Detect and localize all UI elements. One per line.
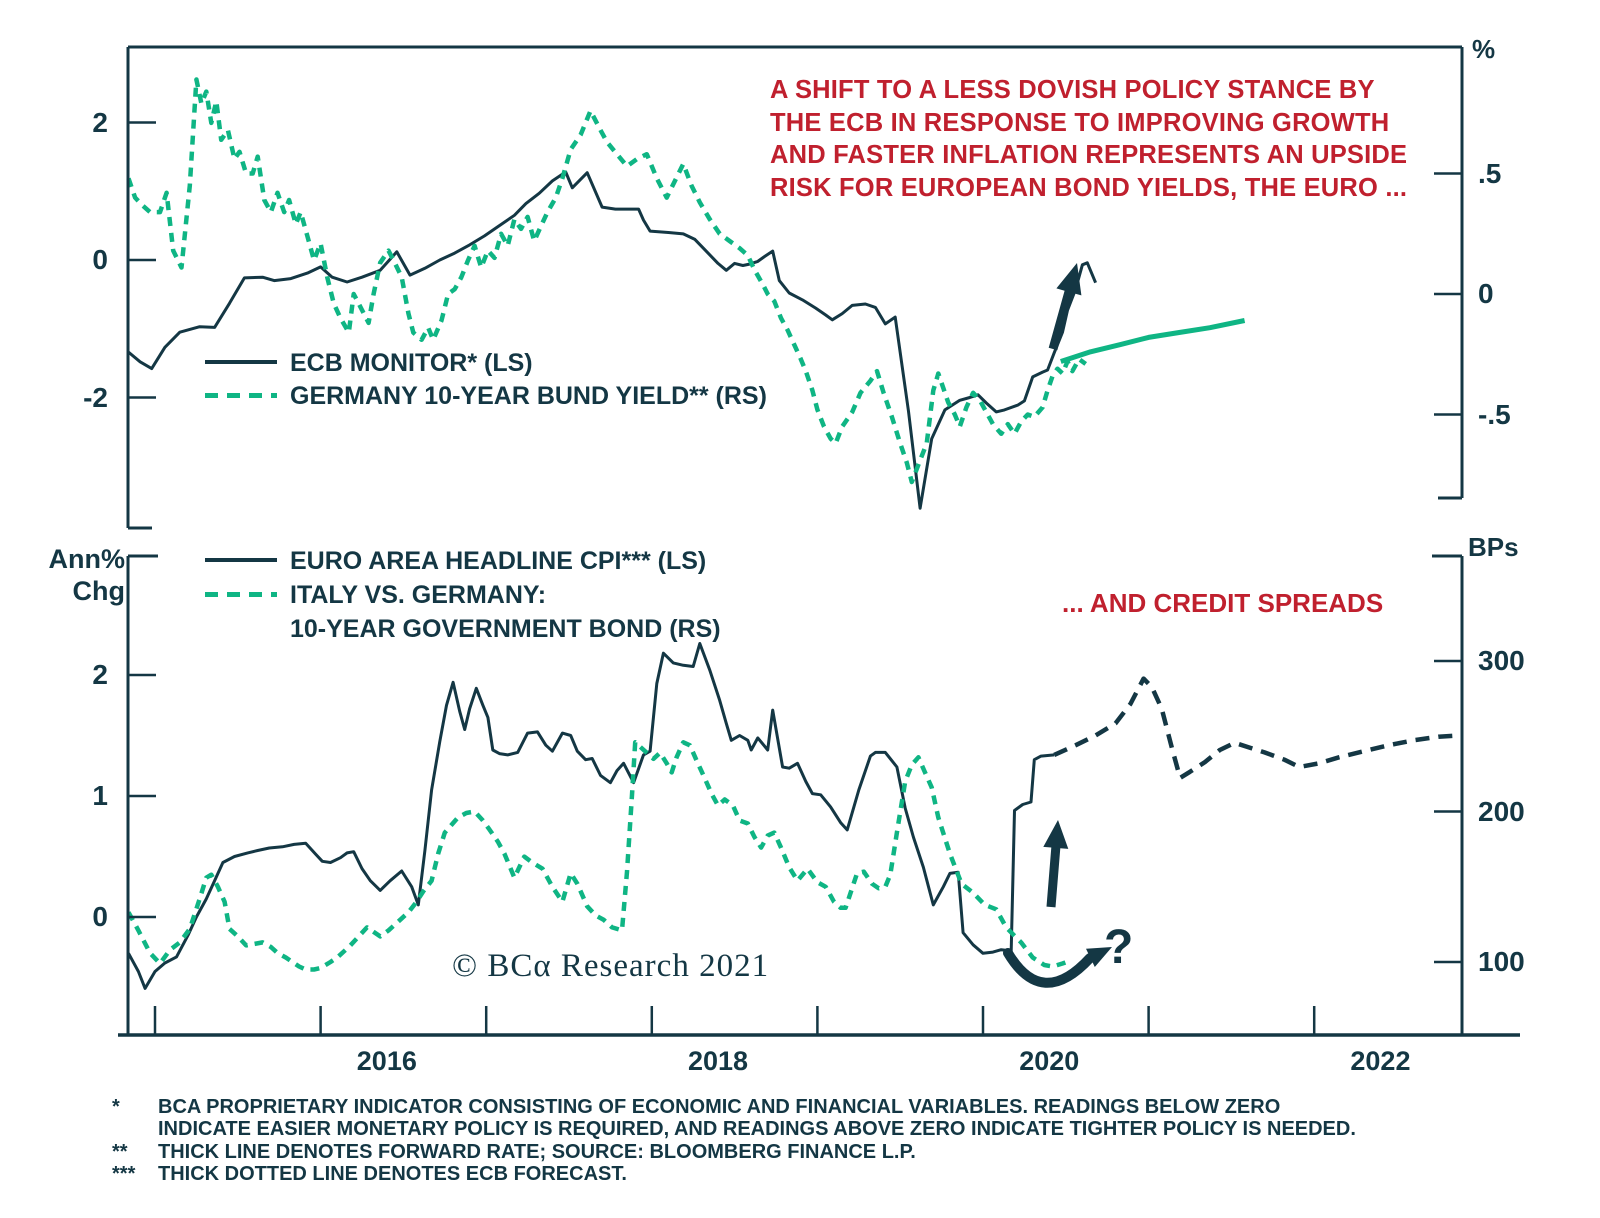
- right-axis-tick-label: 200: [1478, 795, 1525, 827]
- footnote-marker: [112, 1118, 158, 1140]
- legend-item-label: ITALY VS. GERMANY:: [290, 581, 547, 609]
- left-axis-tick-label: 0: [92, 901, 108, 932]
- top-annotation: A SHIFT TO A LESS DOVISH POLICY STANCE B…: [770, 74, 1407, 204]
- left-axis-tick-label: 0: [92, 244, 108, 275]
- footnote-marker: ***: [112, 1163, 136, 1186]
- legend-swatch-solid-navy: [205, 558, 277, 562]
- bottom-annotation: ... AND CREDIT SPREADS: [1062, 588, 1384, 618]
- legend-item-label: GERMANY 10-YEAR BUND YIELD** (RS): [290, 382, 767, 410]
- question-mark-annotation: ?: [1104, 921, 1134, 974]
- footnote-text: THICK DOTTED LINE DENOTES ECB FORECAST.: [158, 1163, 627, 1186]
- series-ecb-monitor: [127, 170, 1097, 510]
- footnote-marker: **: [112, 1140, 128, 1163]
- year-label: 2022: [1350, 1046, 1411, 1076]
- bottom-right-axis-unit: BPs: [1468, 532, 1519, 562]
- legend-item-label: ECB MONITOR* (LS): [290, 349, 533, 377]
- curved-question-arrowhead-icon: [1086, 947, 1112, 967]
- right-axis-tick-label: .5: [1478, 157, 1502, 189]
- legend-item-label: 10-YEAR GOVERNMENT BOND (RS): [290, 615, 721, 643]
- left-axis-tick-label: 1: [92, 780, 108, 811]
- right-axis-tick-label: -.5: [1478, 398, 1511, 430]
- footnotes: * BCA PROPRIETARY INDICATOR CONSISTING O…: [112, 1096, 1472, 1186]
- right-axis-tick-label: 300: [1478, 645, 1525, 676]
- footnote-row: * BCA PROPRIETARY INDICATOR CONSISTING O…: [112, 1096, 1472, 1118]
- year-label: 2018: [687, 1046, 749, 1076]
- bottom-left-axis-unit-line1: Ann%: [48, 544, 126, 574]
- footnote-row: *** THICK DOTTED LINE DENOTES ECB FORECA…: [112, 1163, 1472, 1185]
- upside-arrow-bottom-icon: [1043, 820, 1069, 908]
- top-annotation-line: AND FASTER INFLATION REPRESENTS AN UPSID…: [770, 141, 1408, 170]
- top-right-axis-unit: %: [1472, 34, 1496, 64]
- year-label: 2020: [1019, 1046, 1080, 1076]
- curved-question-arrow-icon: [1003, 948, 1095, 988]
- right-axis-tick-label: 0: [1478, 278, 1494, 309]
- bottom-left-axis-unit-line2: Chg: [72, 576, 125, 606]
- footnote-marker: *: [112, 1096, 120, 1118]
- left-axis-tick-label: -2: [83, 381, 108, 413]
- upside-arrow-top-icon: [1048, 263, 1082, 351]
- series-euro-cpi: [127, 642, 1055, 990]
- series-italy-germany-spread: [126, 740, 1072, 972]
- legend-swatch-solid-navy: [205, 360, 277, 364]
- series-bund-yield: [126, 77, 1088, 485]
- series-euro-cpi-ecb-forecast: [1053, 676, 1459, 781]
- top-annotation-line: RISK FOR EUROPEAN BOND YIELDS, THE EURO …: [770, 173, 1408, 202]
- footnote-text: BCA PROPRIETARY INDICATOR CONSISTING OF …: [158, 1096, 1281, 1118]
- year-label: 2016: [356, 1046, 417, 1076]
- series-bund-forward-rate: [1060, 318, 1246, 364]
- copyright-notice: © BCα Research 2021: [452, 948, 770, 984]
- legend-item-label: EURO AREA HEADLINE CPI*** (LS): [290, 547, 707, 575]
- footnote-row: INDICATE EASIER MONETARY POLICY IS REQUI…: [112, 1118, 1472, 1140]
- top-annotation-line: THE ECB IN RESPONSE TO IMPROVING GROWTH: [770, 108, 1390, 137]
- legend-swatch-dashed-green: [205, 393, 277, 398]
- top-annotation-line: A SHIFT TO A LESS DOVISH POLICY STANCE B…: [770, 76, 1375, 104]
- footnote-text: THICK LINE DENOTES FORWARD RATE; SOURCE:…: [158, 1140, 916, 1163]
- left-axis-tick-label: 2: [92, 659, 108, 690]
- footnote-text: INDICATE EASIER MONETARY POLICY IS REQUI…: [158, 1118, 1356, 1141]
- legend-swatch-dashed-green: [205, 592, 277, 597]
- right-axis-tick-label: 100: [1478, 946, 1525, 977]
- left-axis-tick-label: 2: [92, 106, 108, 138]
- footnote-row: ** THICK LINE DENOTES FORWARD RATE; SOUR…: [112, 1141, 1472, 1163]
